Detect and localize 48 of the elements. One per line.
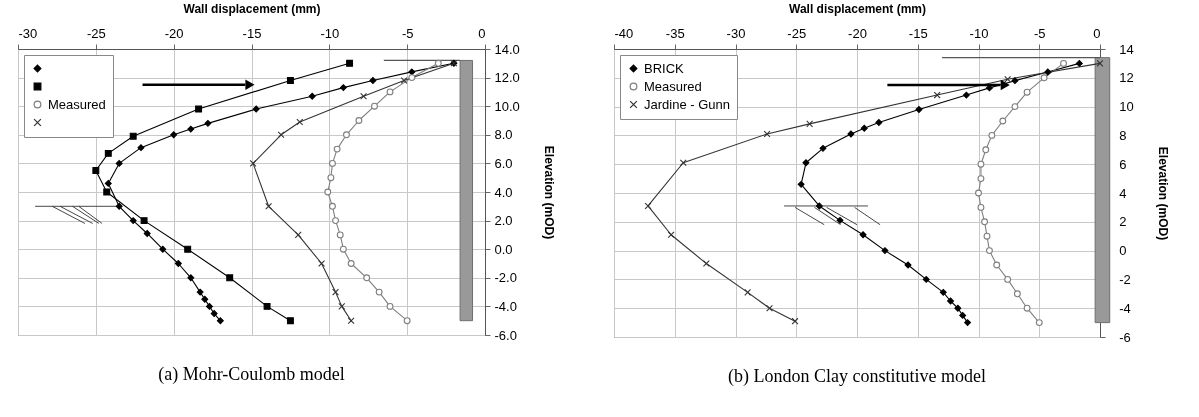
y-tick-label: -6 [1119, 329, 1131, 345]
y-tick-label: 12 [1119, 70, 1134, 86]
x-tick-label: -35 [665, 25, 685, 41]
x-tick-label: -30 [18, 25, 38, 41]
legend-label: BRICK [644, 60, 685, 76]
x-axis-title: Wall displacement (mm) [183, 1, 321, 16]
y-tick-label: 10 [1119, 99, 1134, 115]
x-axis-title: Wall displacement (mm) [789, 1, 926, 16]
y-tick-label: 4.0 [494, 184, 513, 200]
y-tick-label: 10.0 [494, 98, 520, 114]
x-tick-label: -15 [908, 25, 928, 41]
y-tick-label: -2 [1119, 271, 1131, 287]
y-tick-label: 2.0 [494, 213, 513, 229]
x-tick-label: -20 [848, 25, 867, 41]
text: (b) London Clay constitutive model [728, 366, 986, 387]
x-tick-label: -25 [787, 25, 807, 41]
y-tick-label: 8.0 [494, 127, 513, 143]
y-tick-label: 2 [1119, 214, 1127, 230]
y-tick-label: 14 [1119, 41, 1134, 57]
x-tick-label: -25 [86, 25, 106, 41]
legend-label: Measured [644, 78, 702, 94]
y-axis-title: Elevation (mOD) [1155, 146, 1170, 241]
y-axis-title: Elevation (mOD) [541, 145, 556, 240]
y-tick-label: 6 [1119, 156, 1127, 172]
y-tick-label: 8 [1119, 127, 1127, 143]
y-tick-label: -4 [1119, 300, 1131, 316]
y-tick-label: 4 [1119, 185, 1127, 201]
y-tick-label: -2.0 [494, 270, 517, 286]
legend-label: Jardine - Gunn [644, 96, 730, 112]
y-tick-label: 12.0 [494, 70, 520, 86]
y-tick-label: 14.0 [494, 41, 520, 57]
x-tick-label: -40 [614, 25, 634, 41]
y-tick-label: 0.0 [494, 241, 513, 257]
x-tick-label: 0 [478, 25, 486, 41]
y-tick-label: 6.0 [494, 155, 513, 171]
x-tick-label: -5 [401, 25, 414, 41]
y-tick-label: 0 [1119, 243, 1127, 259]
x-tick-label: -5 [1033, 25, 1046, 41]
x-tick-label: 0 [1093, 25, 1101, 41]
text: (a) Mohr-Coulomb model [158, 364, 345, 385]
x-tick-label: -10 [320, 25, 340, 41]
x-tick-label: -20 [164, 25, 184, 41]
x-tick-label: -30 [726, 25, 746, 41]
y-tick-label: -6.0 [494, 327, 517, 343]
y-tick-label: -4.0 [494, 298, 517, 314]
legend-label: Measured [48, 96, 106, 112]
x-tick-label: -15 [242, 25, 262, 41]
x-tick-label: -10 [969, 25, 989, 41]
